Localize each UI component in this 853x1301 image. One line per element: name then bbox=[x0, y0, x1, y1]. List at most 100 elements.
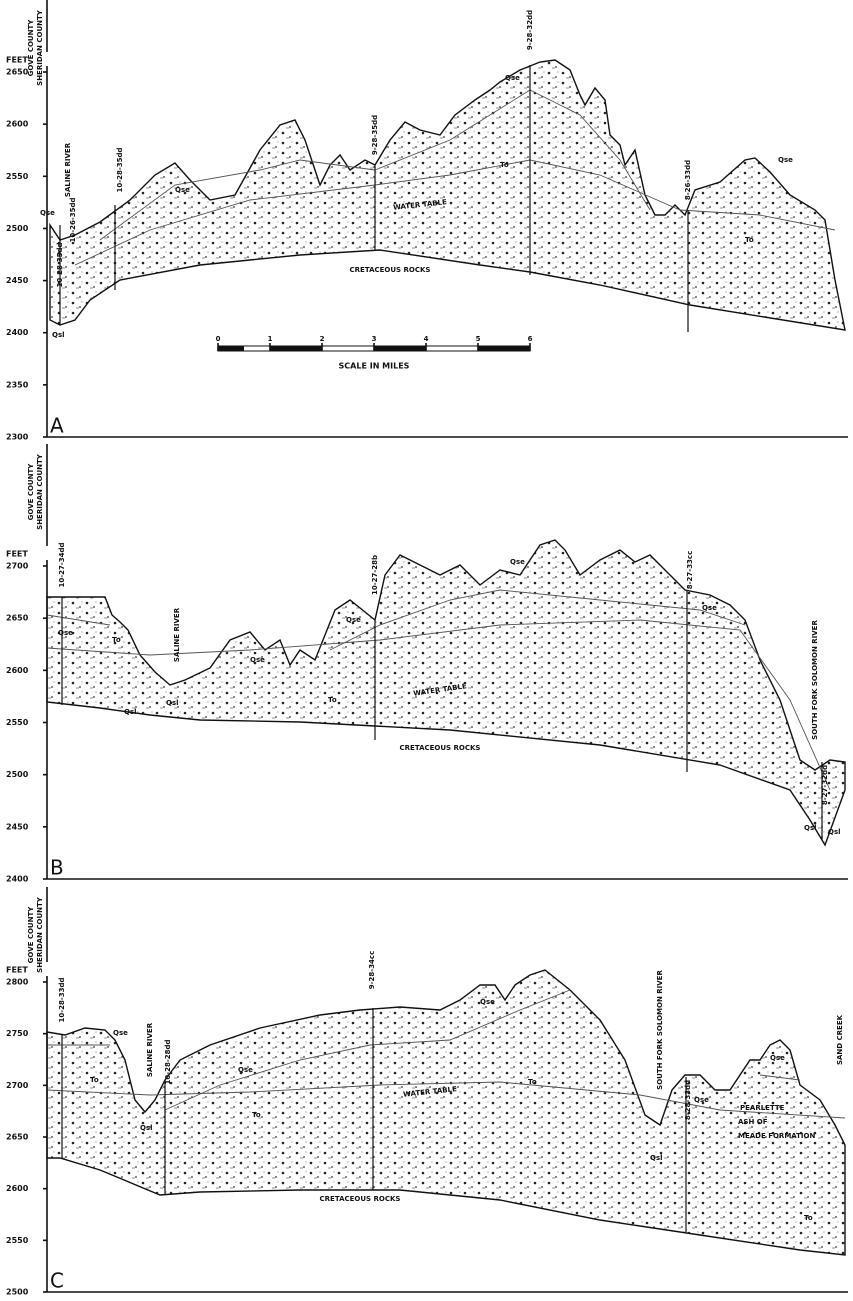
qse-base bbox=[46, 589, 746, 651]
label: Qse bbox=[250, 656, 265, 664]
label: Qsl bbox=[828, 828, 841, 836]
label: 9-28-35dd bbox=[371, 115, 379, 155]
y-tick-label: 2300 bbox=[6, 433, 29, 442]
label: 10-27-28b bbox=[371, 555, 379, 595]
label: Qse bbox=[58, 629, 73, 637]
label: 8-27-32dd bbox=[821, 765, 829, 805]
y-tick-label: 2500 bbox=[6, 770, 29, 779]
qse-base bbox=[99, 89, 651, 241]
label: Qsl bbox=[804, 824, 817, 832]
panel-a: SCALE IN MILES Qse SALINE RIVER 10-28-35… bbox=[40, 10, 846, 371]
water-table bbox=[74, 159, 836, 266]
axis-label: FEET bbox=[6, 550, 28, 559]
y-tick-label: 2650 bbox=[6, 614, 29, 623]
label: 8-28-33dd bbox=[684, 1080, 692, 1120]
label: 9-28-34cc bbox=[368, 951, 376, 989]
label: Qsl bbox=[650, 1154, 663, 1162]
label: 9-28-32dd bbox=[526, 10, 534, 50]
y-tick-label: 2400 bbox=[6, 328, 29, 337]
label: To bbox=[804, 1214, 813, 1222]
label: To bbox=[745, 236, 754, 244]
y-tick-label: 2500 bbox=[6, 1288, 29, 1297]
county-label: SHERIDAN COUNTY bbox=[36, 896, 44, 973]
scale-tick-label: 3 bbox=[372, 335, 377, 343]
y-tick-label: 2600 bbox=[6, 666, 29, 675]
y-tick-label: 2700 bbox=[6, 1081, 29, 1090]
y-tick-label: 2400 bbox=[6, 875, 29, 884]
scale-tick-label: 4 bbox=[424, 335, 429, 343]
label: PEARLETTE bbox=[740, 1104, 785, 1112]
label: Qsl bbox=[124, 708, 137, 716]
label: ASH OF bbox=[738, 1118, 768, 1126]
y-tick-label: 2450 bbox=[6, 822, 29, 831]
label: 8-27-33cc bbox=[686, 551, 694, 589]
y-tick-label: 2650 bbox=[6, 68, 29, 77]
y-tick-label: 2500 bbox=[6, 224, 29, 233]
label: CRETACEOUS ROCKS bbox=[350, 266, 431, 274]
label: Qse bbox=[238, 1066, 253, 1074]
label: Qsl bbox=[140, 1124, 153, 1132]
y-tick-label: 2600 bbox=[6, 120, 29, 129]
axis-label: FEET bbox=[6, 56, 28, 65]
label: 10-28-35dd bbox=[116, 147, 124, 192]
label: SALINE RIVER bbox=[146, 1022, 154, 1077]
y-tick-label: 2800 bbox=[6, 978, 29, 987]
label: 10-28-28dd bbox=[164, 1039, 172, 1084]
profile bbox=[49, 59, 846, 331]
scale-bar bbox=[218, 346, 244, 351]
label: SOUTH FORK SOLOMON RIVER bbox=[656, 970, 664, 1090]
scale-bar bbox=[270, 346, 322, 351]
y-tick-label: 2600 bbox=[6, 1184, 29, 1193]
label: Qse bbox=[702, 604, 717, 612]
y-tick-label: 2550 bbox=[6, 172, 29, 181]
label: Qse bbox=[778, 156, 793, 164]
y-tick-label: 2700 bbox=[6, 562, 29, 571]
label: Qsl bbox=[52, 331, 65, 339]
axis-label: FEET bbox=[6, 966, 28, 975]
county-label: GOVE COUNTY bbox=[27, 463, 35, 521]
label: Qse bbox=[346, 616, 361, 624]
scale-tick-label: 1 bbox=[268, 335, 273, 343]
county-label: SHERIDAN COUNTY bbox=[36, 453, 44, 530]
label: To bbox=[528, 1078, 537, 1086]
label: Qsl bbox=[166, 699, 179, 707]
label: SALINE RIVER bbox=[64, 142, 72, 197]
y-tick-label: 2550 bbox=[6, 1236, 29, 1245]
scale-tick-label: 2 bbox=[320, 335, 325, 343]
panel-letter: A bbox=[50, 414, 64, 438]
label: Qse bbox=[770, 1054, 785, 1062]
water-table bbox=[46, 619, 831, 791]
panel-c: 10-28-33dd Qse To SALINE RIVER 10-28-28d… bbox=[46, 951, 846, 1256]
panel-letter: C bbox=[50, 1269, 64, 1293]
label: Qse bbox=[694, 1096, 709, 1104]
label: Qse bbox=[505, 74, 520, 82]
label: SALINE RIVER bbox=[173, 607, 181, 662]
label: To bbox=[112, 636, 121, 644]
panel-b: 10-27-34dd Qse To SALINE RIVER Qsl Qsl Q… bbox=[46, 539, 846, 847]
county-label: GOVE COUNTY bbox=[27, 906, 35, 964]
label: CRETACEOUS ROCKS bbox=[400, 744, 481, 752]
scale-tick-label: 6 bbox=[528, 335, 533, 343]
profile bbox=[46, 969, 846, 1256]
label: 10-26-35dd bbox=[69, 197, 77, 242]
label: 8-26-33dd bbox=[684, 160, 692, 200]
label: To bbox=[90, 1076, 99, 1084]
y-tick-label: 2650 bbox=[6, 1133, 29, 1142]
y-tick-label: 2750 bbox=[6, 1029, 29, 1038]
qse-base bbox=[47, 989, 801, 1111]
label: To bbox=[252, 1111, 261, 1119]
label: CRETACEOUS ROCKS bbox=[320, 1195, 401, 1203]
y-tick-label: 2550 bbox=[6, 718, 29, 727]
county-label: SHERIDAN COUNTY bbox=[36, 9, 44, 86]
label: Qse bbox=[480, 998, 495, 1006]
scale-bar bbox=[478, 346, 530, 351]
label: 10-28-35dd bbox=[56, 242, 64, 287]
label: 10-28-33dd bbox=[58, 977, 66, 1022]
scale-label: SCALE IN MILES bbox=[339, 362, 410, 371]
profile bbox=[46, 539, 846, 847]
label: Qse bbox=[510, 558, 525, 566]
panel-letter: B bbox=[50, 856, 64, 880]
label: SOUTH FORK SOLOMON RIVER bbox=[811, 620, 819, 740]
label: MEADE FORMATION bbox=[738, 1132, 815, 1140]
water-table bbox=[46, 1081, 846, 1119]
